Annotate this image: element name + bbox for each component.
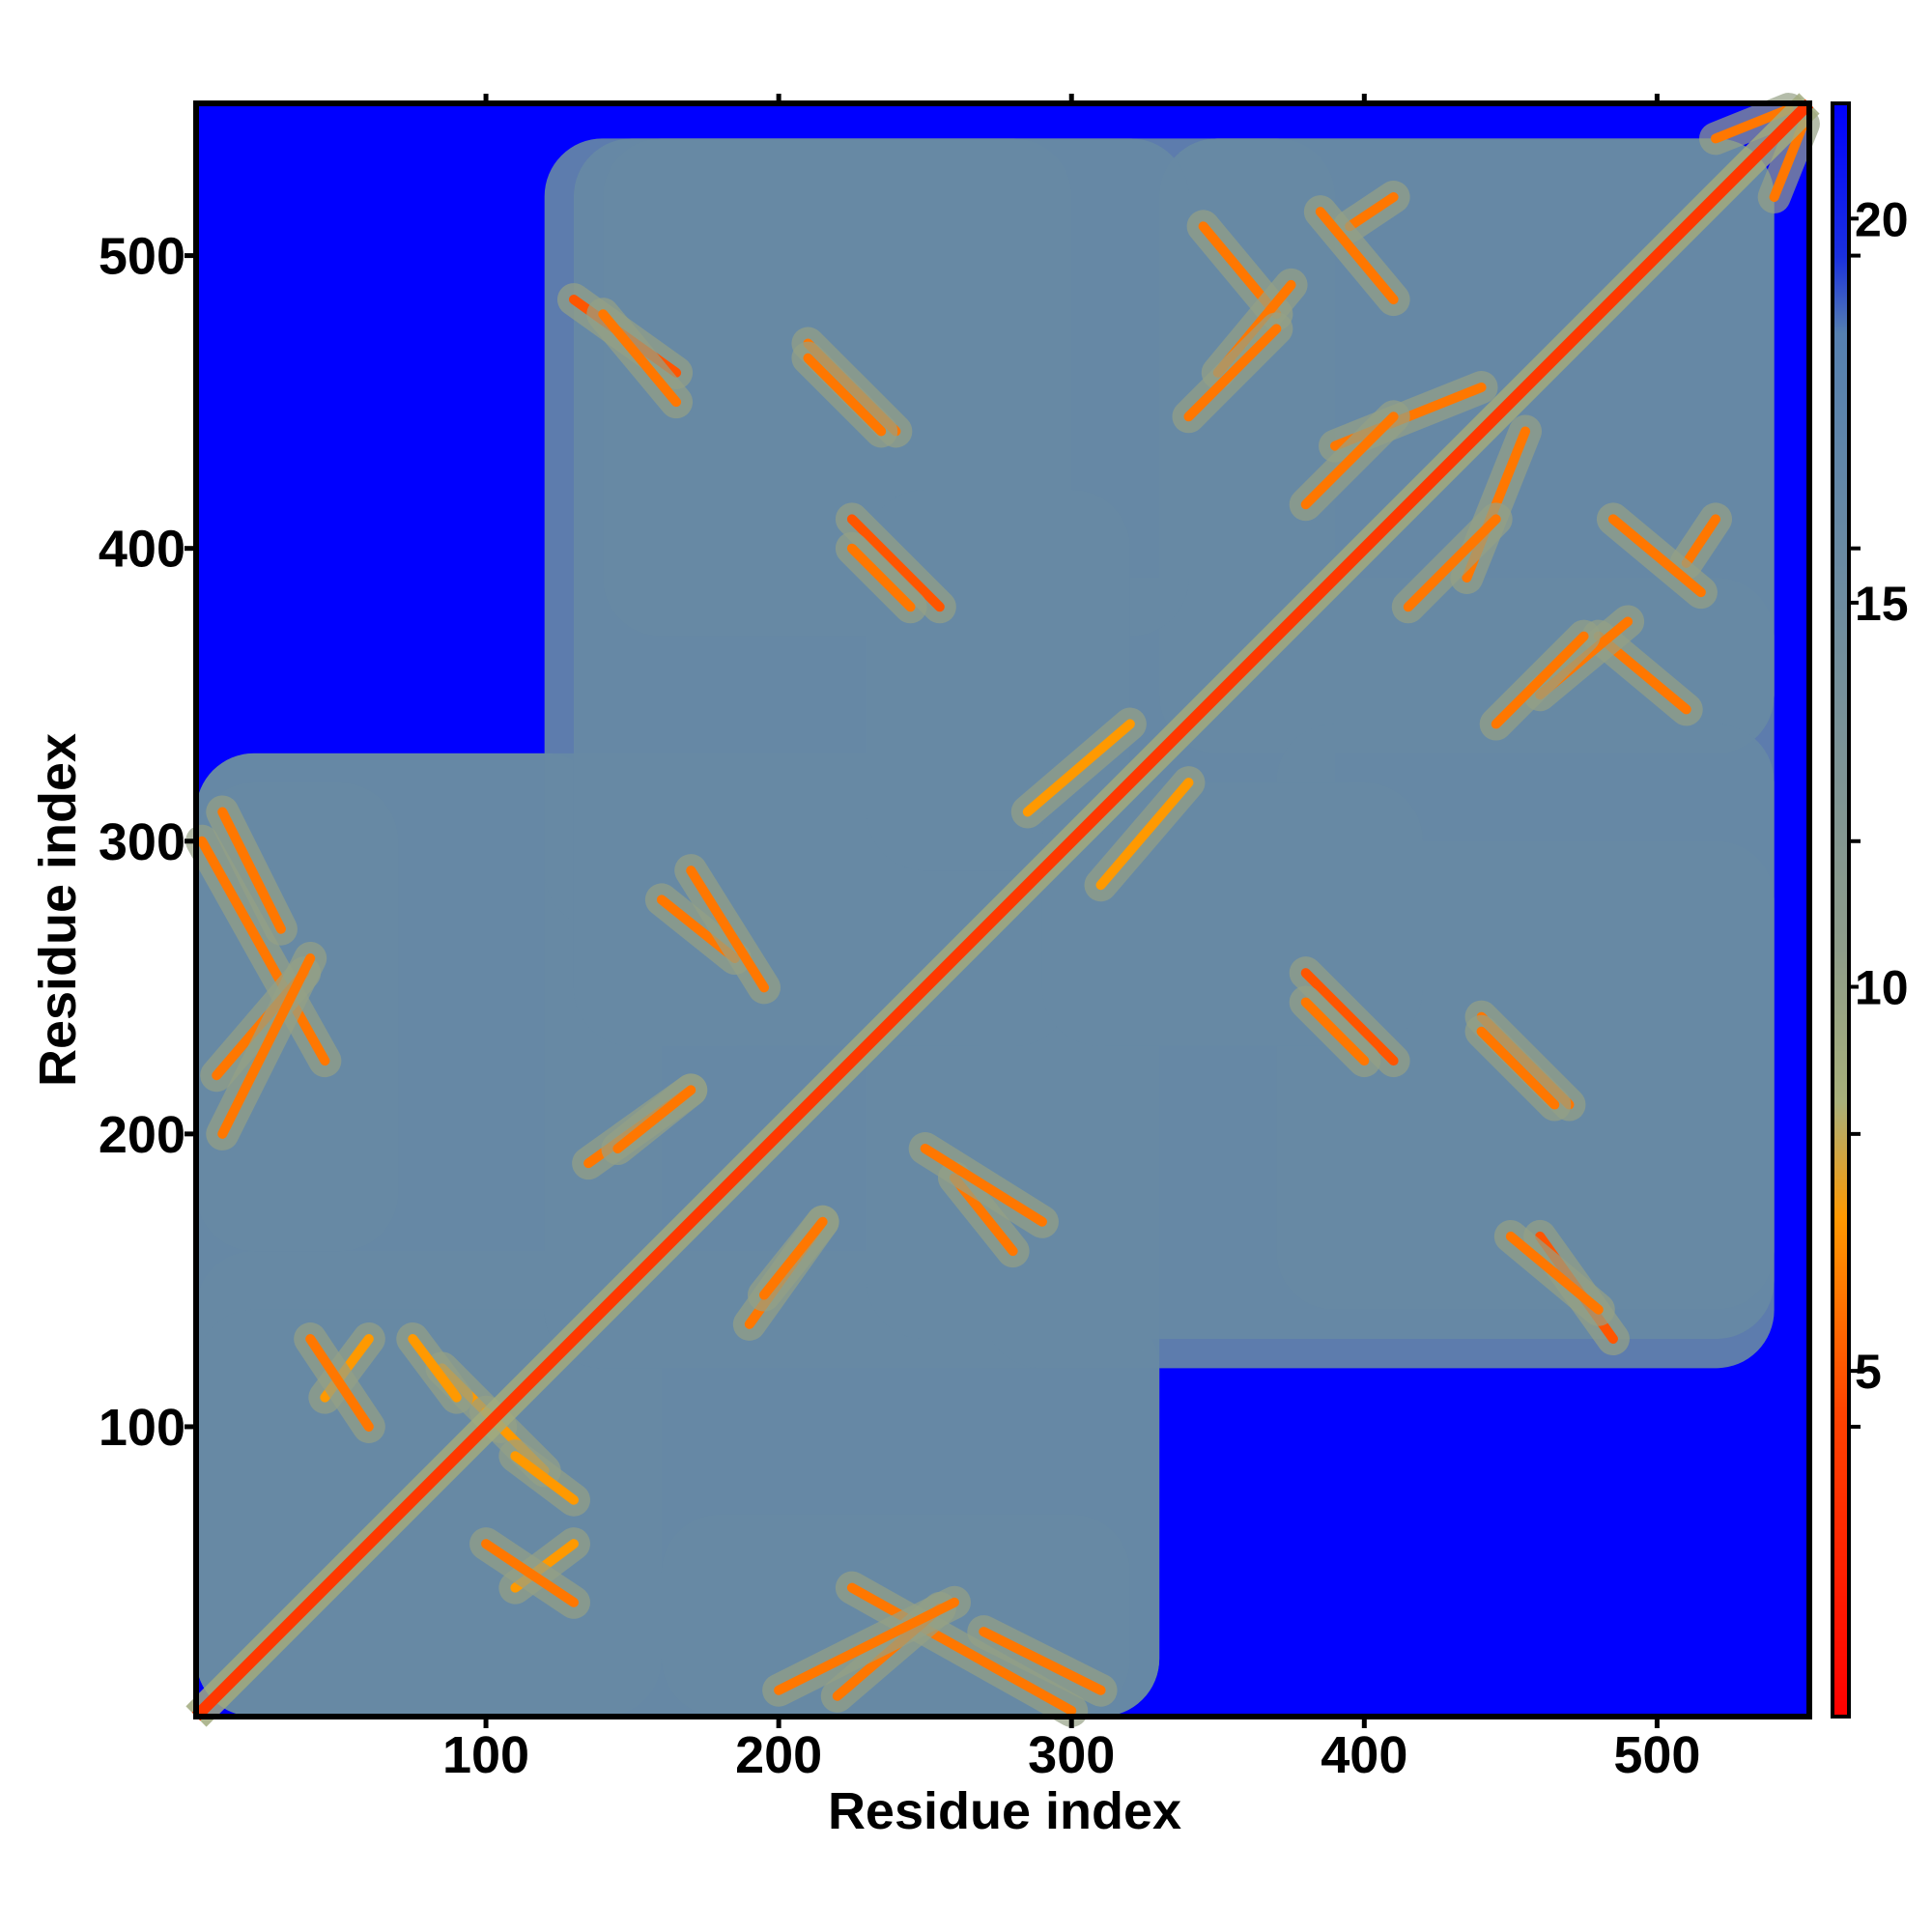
contact-streak <box>803 353 887 437</box>
y-tick-label: 100 <box>99 1399 185 1457</box>
x-axis-title: Residue index <box>828 1782 1181 1840</box>
x-tick-label: 100 <box>442 1726 529 1784</box>
contact-streak <box>612 1085 696 1154</box>
colorbar-ticks: 5 10 15 20 <box>1849 192 1909 1429</box>
contact-streak <box>1183 324 1282 422</box>
contact-streak <box>846 543 916 612</box>
y-axis: 100 200 300 400 500 <box>99 228 196 1457</box>
y-tick-label: 500 <box>99 228 185 286</box>
y-axis-title: Residue index <box>29 733 87 1087</box>
colorbar: 5 10 15 20 <box>1831 101 1909 1719</box>
contact-streak <box>217 953 316 1139</box>
contact-streak <box>1711 104 1794 144</box>
contact-streak <box>846 514 945 612</box>
x-axis: 100 200 300 400 500 <box>442 94 1700 1784</box>
colorbar-tick-label: 10 <box>1855 961 1909 1015</box>
colorbar-gradient <box>1831 101 1851 1719</box>
contact-streak <box>1095 778 1194 891</box>
colorbar-tick-label: 5 <box>1855 1345 1882 1399</box>
x-tick-label: 400 <box>1321 1726 1407 1784</box>
contact-streak <box>481 1539 579 1607</box>
contact-streak <box>1022 719 1135 817</box>
heatmap-plot-area <box>185 93 1820 1727</box>
contact-streak <box>1300 412 1399 510</box>
y-tick-label: 400 <box>99 521 185 579</box>
contact-streak <box>1769 119 1808 202</box>
contact-streak <box>1300 968 1399 1066</box>
contact-streak <box>846 1582 1077 1716</box>
x-tick-label: 300 <box>1028 1726 1115 1784</box>
x-tick-label: 500 <box>1613 1726 1700 1784</box>
contact-streak <box>686 866 769 993</box>
x-tick-label: 200 <box>735 1726 822 1784</box>
contact-streak <box>1345 191 1399 232</box>
colorbar-tick-label: 15 <box>1855 577 1909 631</box>
heatmap-cells <box>185 93 1820 1727</box>
contact-streak <box>598 309 682 408</box>
contact-streak <box>1491 631 1589 729</box>
contact-streak <box>758 1216 828 1300</box>
contact-streak <box>1476 1026 1560 1110</box>
contact-streak <box>217 807 286 934</box>
contact-streak <box>774 1597 959 1695</box>
contact-streak <box>305 1334 374 1432</box>
y-tick-label: 200 <box>99 1106 185 1164</box>
contact-streak <box>408 1334 462 1403</box>
contact-streak <box>510 1451 579 1505</box>
contact-streak <box>1300 997 1370 1066</box>
contact-streak <box>1403 514 1501 612</box>
contact-streak <box>1315 207 1399 305</box>
y-tick-label: 300 <box>99 813 185 871</box>
contact-streak <box>1607 514 1706 598</box>
colorbar-tick-label: 20 <box>1855 192 1909 246</box>
contact-streak <box>920 1144 1047 1227</box>
contact-streak <box>979 1627 1106 1695</box>
contact-streak <box>1681 514 1721 568</box>
contact-streak <box>197 836 330 1066</box>
plot-frame <box>193 100 1812 1719</box>
contact-streak <box>1505 1231 1604 1315</box>
diagonal-line <box>191 99 1814 1721</box>
